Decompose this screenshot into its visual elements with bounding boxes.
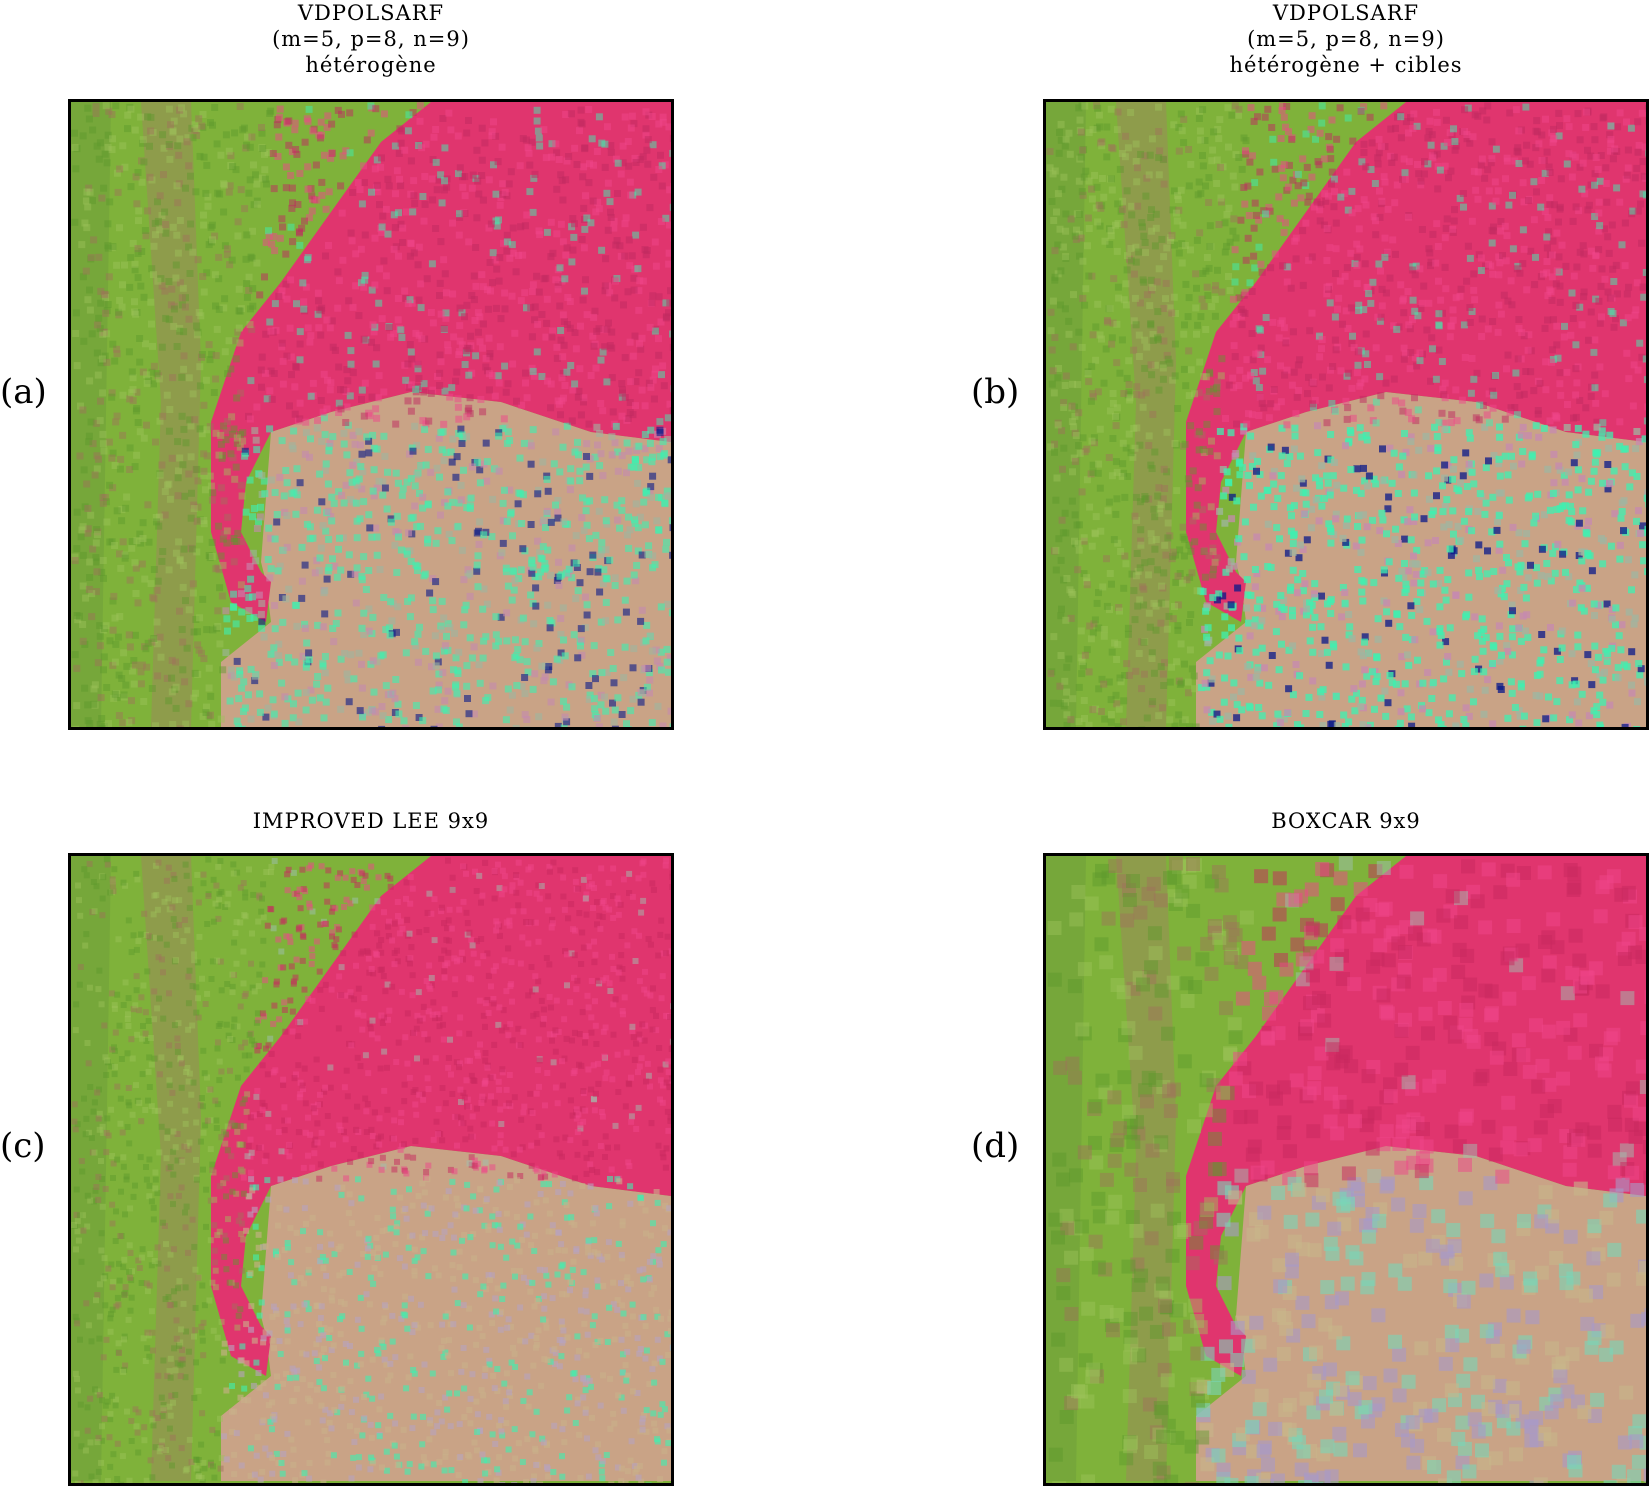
panel-a-label: (a) [0, 372, 47, 412]
panel-d-title-line-1: BOXCAR 9x9 [1271, 809, 1421, 833]
panel-b-title-line-2: (m=5, p=8, n=9) [1247, 27, 1445, 51]
panel-b-title-line-3: hétérogène + cibles [1229, 53, 1463, 77]
panel-a-title-line-1: VDPOLSARF [297, 1, 445, 25]
panel-d-title: BOXCAR 9x9 [1043, 808, 1649, 834]
panel-c-title-line-1: IMPROVED LEE 9x9 [252, 809, 490, 833]
panel-b-image [1043, 99, 1649, 730]
panel-d-sar-image [1046, 856, 1646, 1483]
panel-a-image [68, 99, 674, 730]
panel-a-title-line-2: (m=5, p=8, n=9) [272, 27, 470, 51]
panel-b-title-line-1: VDPOLSARF [1272, 1, 1420, 25]
panel-b-title: VDPOLSARF (m=5, p=8, n=9) hétérogène + c… [1043, 0, 1649, 78]
panel-b-sar-image [1046, 102, 1646, 727]
panel-a-title: VDPOLSARF (m=5, p=8, n=9) hétérogène [68, 0, 674, 78]
panel-a-sar-image [71, 102, 671, 727]
panel-c-title: IMPROVED LEE 9x9 [68, 808, 674, 834]
panel-b-label: (b) [971, 372, 1020, 412]
panel-a-title-line-3: hétérogène [305, 53, 437, 77]
panel-c-sar-image [71, 856, 671, 1483]
panel-c-image [68, 853, 674, 1486]
panel-d-label: (d) [971, 1126, 1020, 1166]
panel-c-label: (c) [0, 1126, 46, 1166]
panel-d-image [1043, 853, 1649, 1486]
